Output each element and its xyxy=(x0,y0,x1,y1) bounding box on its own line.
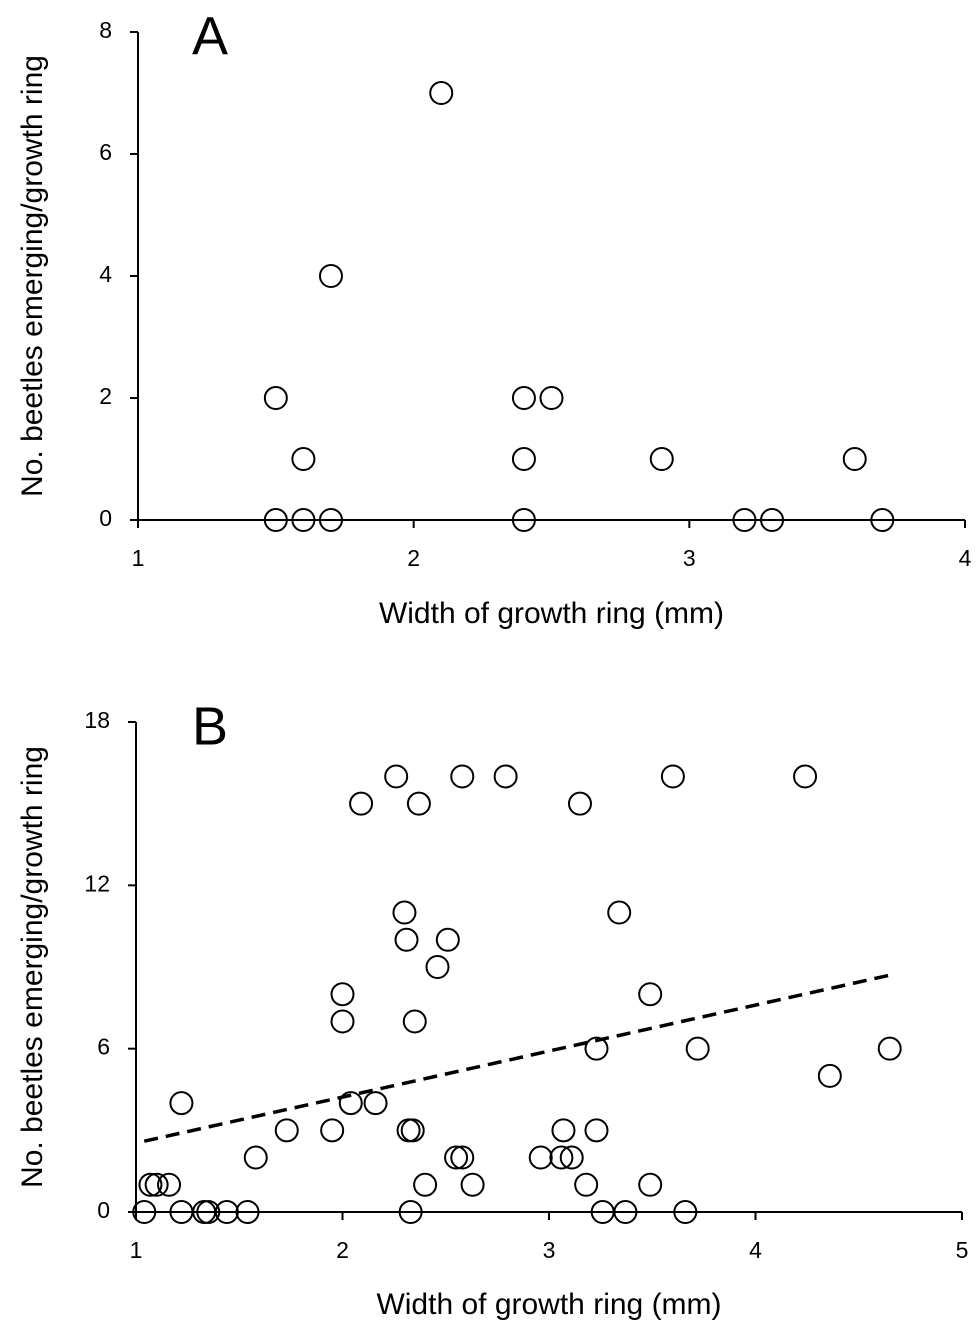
point xyxy=(649,447,674,471)
point xyxy=(338,1091,363,1116)
point xyxy=(549,1145,574,1170)
point xyxy=(196,1200,221,1224)
x-tick-label: 1 xyxy=(130,1237,143,1263)
x-tick-label: 1 xyxy=(132,545,145,571)
point xyxy=(263,508,288,532)
point xyxy=(214,1200,239,1224)
point xyxy=(551,1118,576,1143)
point xyxy=(460,1172,485,1197)
point xyxy=(402,1009,427,1034)
point xyxy=(870,508,895,532)
y-tick-label: 4 xyxy=(99,261,112,287)
x-axis-label: Width of growth ring (mm) xyxy=(379,597,724,630)
x-tick-label: 2 xyxy=(407,545,420,571)
trend-line xyxy=(143,973,891,1143)
y-tick-label: 12 xyxy=(84,870,110,896)
point xyxy=(274,1118,299,1143)
y-tick-label: 0 xyxy=(99,505,112,531)
point xyxy=(363,1091,388,1116)
point xyxy=(793,764,818,789)
point xyxy=(392,900,417,925)
point xyxy=(574,1172,599,1197)
point xyxy=(243,1145,268,1170)
y-axis-label: No. beetles emerging/growth ring xyxy=(16,746,49,1188)
point xyxy=(638,982,663,1007)
point xyxy=(567,791,592,816)
point xyxy=(817,1063,842,1088)
point xyxy=(394,927,419,952)
point xyxy=(330,1009,355,1034)
y-tick-label: 18 xyxy=(84,707,110,733)
point xyxy=(760,508,785,532)
panel-title: B xyxy=(192,696,228,756)
y-tick-label: 8 xyxy=(99,17,112,43)
point xyxy=(413,1172,438,1197)
y-tick-label: 6 xyxy=(97,1034,110,1060)
point xyxy=(320,1118,345,1143)
point xyxy=(511,508,536,532)
point xyxy=(511,447,536,471)
point xyxy=(425,955,450,979)
point xyxy=(400,1118,425,1143)
point xyxy=(584,1118,609,1143)
point xyxy=(132,1200,157,1224)
point xyxy=(673,1200,698,1224)
x-tick-label: 2 xyxy=(336,1237,349,1263)
point xyxy=(138,1172,163,1197)
y-tick-label: 6 xyxy=(99,139,112,165)
point xyxy=(349,791,374,816)
point xyxy=(406,791,431,816)
point xyxy=(144,1172,169,1197)
x-tick-label: 5 xyxy=(956,1237,969,1263)
point xyxy=(842,447,867,471)
x-tick-label: 4 xyxy=(959,545,972,571)
point xyxy=(660,764,685,789)
point xyxy=(291,508,316,532)
point xyxy=(330,982,355,1007)
point xyxy=(539,386,564,410)
x-axis-label: Width of growth ring (mm) xyxy=(376,1288,721,1321)
point xyxy=(559,1145,584,1170)
point xyxy=(607,900,632,925)
x-tick-label: 3 xyxy=(683,545,696,571)
point xyxy=(318,264,343,288)
point xyxy=(450,1145,475,1170)
point xyxy=(528,1145,553,1170)
point xyxy=(732,508,757,532)
panel-title: A xyxy=(192,6,228,66)
point xyxy=(450,764,475,789)
point xyxy=(435,927,460,952)
point xyxy=(157,1172,182,1197)
point xyxy=(291,447,316,471)
point xyxy=(384,764,409,789)
point xyxy=(318,508,343,532)
point xyxy=(493,764,518,789)
point xyxy=(511,386,536,410)
point xyxy=(877,1036,902,1061)
point xyxy=(685,1036,710,1061)
x-tick-label: 4 xyxy=(749,1237,762,1263)
point xyxy=(584,1036,609,1061)
point xyxy=(398,1200,423,1224)
y-tick-label: 2 xyxy=(99,383,112,409)
point xyxy=(169,1091,194,1116)
y-axis-label: No. beetles emerging/growth ring xyxy=(16,55,49,497)
y-tick-label: 0 xyxy=(97,1197,110,1223)
point xyxy=(638,1172,663,1197)
point xyxy=(263,386,288,410)
point xyxy=(444,1145,469,1170)
point xyxy=(429,81,454,105)
point xyxy=(613,1200,638,1224)
x-tick-label: 3 xyxy=(543,1237,556,1263)
point xyxy=(235,1200,260,1224)
